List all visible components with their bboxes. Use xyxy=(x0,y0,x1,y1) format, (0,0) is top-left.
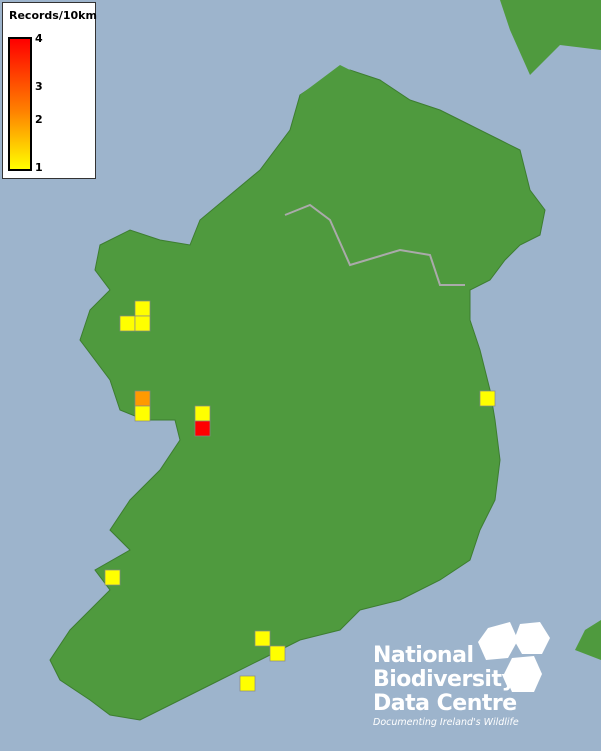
legend-tick: 2 xyxy=(35,113,43,126)
record-square[interactable] xyxy=(134,390,151,407)
legend-tick: 3 xyxy=(35,80,43,93)
record-square[interactable] xyxy=(254,630,271,647)
record-squares xyxy=(104,300,496,692)
scotland-coast xyxy=(500,0,601,75)
nbdc-logo: National Biodiversity Data Centre Docume… xyxy=(373,622,550,728)
record-square[interactable] xyxy=(239,675,256,692)
record-square[interactable] xyxy=(134,315,151,332)
record-square[interactable] xyxy=(269,645,286,662)
legend-tick: 1 xyxy=(35,161,43,174)
logo-line3: Data Centre xyxy=(373,691,517,716)
record-square[interactable] xyxy=(119,315,136,332)
ireland-landmass xyxy=(49,69,546,721)
wales-coast xyxy=(575,620,601,660)
logo-line1: National xyxy=(373,643,474,668)
logo-tagline: Documenting Ireland's Wildlife xyxy=(373,717,519,728)
record-square[interactable] xyxy=(134,405,151,422)
record-square[interactable] xyxy=(194,405,211,422)
border-line xyxy=(284,203,465,286)
north-coast xyxy=(300,65,360,110)
color-ramp xyxy=(8,37,32,171)
legend-tick: 4 xyxy=(35,32,43,45)
record-square[interactable] xyxy=(134,300,151,317)
logo-hexagons-icon xyxy=(478,622,550,692)
record-square[interactable] xyxy=(104,569,121,586)
legend-title: Records/10km xyxy=(9,9,97,22)
legend: Records/10km 4 3 2 1 xyxy=(2,2,97,179)
record-square[interactable] xyxy=(194,420,211,437)
logo-line2: Biodiversity xyxy=(373,667,516,692)
record-square[interactable] xyxy=(479,390,496,407)
